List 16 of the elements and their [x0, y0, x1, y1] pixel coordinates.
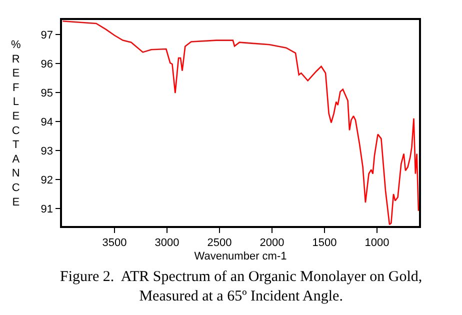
y-tick-label: 92: [40, 174, 54, 186]
y-tick-label: 94: [40, 116, 54, 128]
y-tick-label: 93: [40, 145, 54, 158]
caption: Figure 2. ATR Spectrum of an Organic Monolayer on Gold, Measured at a 65º Incident Angle.: [60, 269, 422, 304]
x-tick-label: 3500: [102, 236, 127, 249]
x-tick-label: 1000: [364, 236, 390, 249]
x-tick-label: 1500: [312, 236, 337, 249]
x-tick-label: 2500: [207, 236, 232, 249]
y-tick-label: 96: [40, 58, 54, 70]
x-tick-label: 3000: [154, 236, 180, 249]
y-tick-label: 91: [40, 203, 54, 216]
y-tick-label: 95: [40, 87, 54, 100]
x-tick-label: 2000: [260, 236, 284, 249]
text: % REFLECTANCE: [11, 39, 21, 208]
y-tick-label: 97: [40, 29, 54, 42]
x-axis-title: Wavenumber cm-1: [194, 250, 287, 263]
